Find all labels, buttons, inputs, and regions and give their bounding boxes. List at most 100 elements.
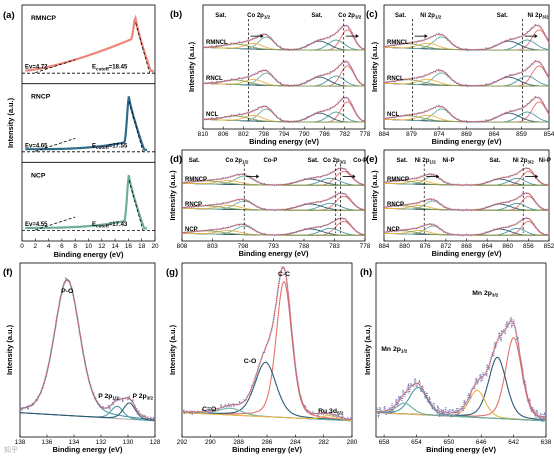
plot-frame	[181, 149, 366, 242]
peak-annotation: Sat.	[397, 158, 408, 164]
panel-label: (f)	[3, 267, 13, 278]
x-tick-label: 806	[218, 131, 229, 138]
peak-annotation-main: Ni 2p	[415, 158, 430, 164]
x-tick-label: 282	[318, 439, 329, 446]
cutoff-sub: cutoff	[96, 66, 109, 71]
x-tick-label: 854	[544, 131, 554, 138]
peak-annotation: Ni 2p3/2	[527, 13, 549, 20]
x-tick-label: 778	[360, 243, 371, 250]
peak-annotation: P 2p3/2	[132, 393, 153, 401]
x-tick-label: 288	[233, 439, 244, 446]
peak-annotation-sub: 3/2	[492, 293, 499, 298]
shift-arrowhead	[436, 174, 440, 179]
envelope-fit	[181, 167, 366, 186]
peak-annotation: Mn 2p1/2	[381, 346, 407, 354]
x-tick-label: 284	[290, 439, 301, 446]
fit-component	[376, 402, 546, 422]
y-axis-label: Intensity (a.u.)	[168, 324, 177, 375]
x-tick-label: 658	[379, 439, 390, 446]
ev-tangent	[35, 216, 76, 231]
peak-annotation: C-O	[244, 358, 256, 365]
x-tick-label: 783	[329, 243, 340, 250]
peak-annotation-sub: 1/2	[264, 15, 271, 20]
watermark-text: 知乎	[4, 445, 18, 454]
peak-annotation: Sat.	[489, 158, 500, 164]
ev-label: Ev=4.55	[25, 222, 48, 228]
cutoff-value: =17.43	[109, 222, 128, 228]
x-axis-label: Binding energy (eV)	[239, 249, 309, 258]
y-axis-label: Intensity (a.u.)	[363, 324, 372, 375]
x-tick-label: 8	[73, 243, 77, 250]
x-axis-label: Binding energy (eV)	[426, 445, 496, 454]
x-tick-label: 869	[461, 131, 472, 138]
sample-label: NCP	[387, 227, 400, 233]
y-axis-label: Intensity (a.u.)	[370, 170, 379, 221]
x-tick-label: 852	[544, 243, 554, 250]
x-tick-label: 20	[151, 243, 159, 250]
peak-annotation: Sat.	[215, 13, 226, 19]
x-tick-label: 790	[299, 131, 310, 138]
x-tick-label: 136	[42, 439, 53, 446]
panel-label: (c)	[366, 9, 378, 20]
peak-annotation: Ru 3d5/2	[318, 408, 344, 416]
envelope-fit	[383, 167, 550, 186]
x-tick-label: 286	[262, 439, 273, 446]
x-tick-label: 18	[138, 243, 146, 250]
x-tick-label: 638	[541, 439, 552, 446]
sample-label: NCP	[31, 172, 46, 179]
envelope-fit	[383, 217, 550, 236]
peak-annotation-main: Co-P	[353, 158, 367, 164]
peak-annotation-sub: 3/2	[355, 15, 362, 20]
cutoff-sub: cutoff	[96, 224, 109, 229]
peak-annotation-sub: 1/2	[401, 349, 408, 354]
peak-annotation-main: Sat.	[397, 158, 408, 164]
peak-annotation: Ni-P	[442, 158, 454, 164]
peak-annotation-main: Ni-P	[442, 158, 454, 164]
ev-tangent	[35, 59, 76, 74]
peak-annotation: Co-P	[263, 158, 277, 164]
cutoff-label: Ecutoff=18.45	[92, 65, 128, 72]
sample-label: RNCL	[206, 76, 223, 82]
fit-component	[182, 361, 353, 422]
peak-annotation-main: Ru 3d	[318, 408, 337, 415]
y-axis-label: Intensity (a.u.)	[187, 41, 196, 92]
peak-annotation: Ni 2p1/2	[420, 13, 442, 20]
x-tick-label: 798	[238, 243, 249, 250]
peak-annotation-main: Mn 2p	[472, 290, 492, 297]
peak-annotation: Co 2p1/2	[225, 158, 249, 165]
x-tick-label: 292	[177, 439, 188, 446]
envelope-fit	[383, 192, 550, 211]
x-tick-label: 12	[98, 243, 106, 250]
peak-annotation-sub: 3/2	[542, 15, 549, 20]
peak-annotation-sub: 1/2	[429, 160, 436, 165]
peak-annotation: C=O	[202, 406, 216, 413]
x-tick-label: 16	[125, 243, 133, 250]
envelope-fit	[203, 60, 366, 86]
peak-annotation-sub: 1/2	[242, 160, 249, 165]
peak-annotation-main: Co-P	[263, 158, 277, 164]
peak-annotation-main: P 2p	[98, 393, 112, 400]
peak-annotation-main: Ni 2p	[513, 158, 528, 164]
shift-arrowhead	[260, 34, 264, 39]
peak-annotation-main: Sat.	[311, 13, 322, 19]
peak-annotation-main: Co 2p	[247, 13, 264, 19]
panel-label: (a)	[3, 10, 15, 21]
x-tick-label: 280	[347, 439, 358, 446]
fit-component	[20, 402, 156, 422]
peak-annotation-main: Ni-P	[539, 158, 551, 164]
envelope-fit	[181, 192, 366, 211]
fit-component	[182, 412, 352, 422]
y-axis-label: Intensity (a.u.)	[5, 324, 14, 375]
y-axis-label: Intensity (a.u.)	[6, 97, 15, 148]
peak-annotation: Sat.	[308, 158, 319, 164]
peak-annotation-main: Sat.	[395, 13, 406, 19]
x-axis-label: Binding energy (eV)	[54, 250, 124, 259]
x-tick-label: 880	[399, 243, 410, 250]
sample-label: RMNCP	[387, 177, 409, 183]
x-tick-label: 646	[476, 439, 487, 446]
